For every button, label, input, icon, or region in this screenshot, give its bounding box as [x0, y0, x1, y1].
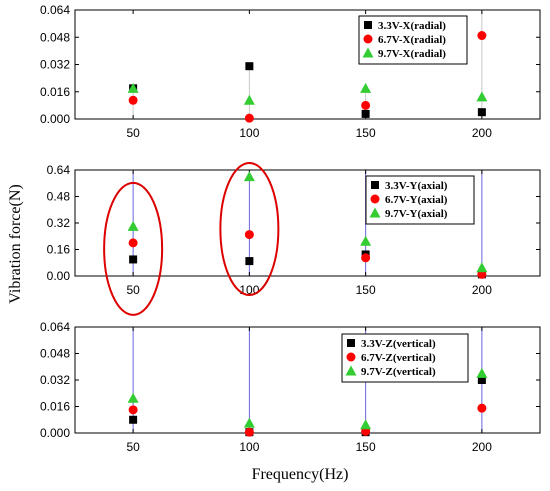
x-tick-label: 200	[472, 440, 492, 454]
x-tick-label: 150	[356, 283, 376, 297]
y-tick-label: 0.000	[40, 112, 70, 126]
y-tick-label: 0.32	[47, 216, 71, 230]
data-point-circle	[361, 253, 371, 263]
y-tick-label: 0.64	[47, 163, 71, 177]
y-tick-label: 0.016	[40, 400, 70, 414]
data-point-circle	[128, 95, 138, 105]
data-point-triangle	[476, 91, 488, 102]
y-tick-label: 0.048	[40, 347, 70, 361]
data-point-triangle	[127, 220, 139, 231]
y-tick-label: 0.064	[40, 3, 70, 17]
x-tick-label: 100	[239, 440, 259, 454]
y-tick-label: 0.16	[47, 243, 71, 257]
x-tick-label: 150	[356, 440, 376, 454]
plot-frame	[74, 9, 541, 120]
data-point-triangle	[360, 82, 372, 93]
legend-marker-circle	[370, 194, 380, 204]
legend-marker-triangle	[345, 365, 357, 376]
x-tick-label: 50	[126, 283, 140, 297]
data-point-square	[129, 255, 138, 264]
x-tick-label: 100	[239, 126, 259, 140]
x-tick-label: 50	[126, 126, 140, 140]
data-point-circle	[361, 100, 371, 110]
y-axis-label: Vibration force(N)	[7, 184, 24, 303]
data-point-square	[245, 257, 254, 266]
data-point-square	[361, 109, 370, 118]
chart-panel-1: 0.000 0.016 0.032 0.048 0.064 50 100 150 200 3.3V…	[40, 3, 541, 140]
y-tick-label: 0.064	[40, 320, 70, 334]
data-point-triangle	[360, 235, 372, 246]
legend-label: 3.3V-X(radial)	[378, 20, 446, 32]
data-point-circle	[128, 238, 138, 248]
data-point-triangle	[360, 419, 372, 430]
legend-marker-circle	[363, 34, 373, 44]
x-axis-label: Frequency(Hz)	[252, 466, 349, 483]
x-tick-label: 50	[126, 440, 140, 454]
data-point-triangle	[127, 82, 139, 93]
chart-panel-3: 0.000 0.016 0.032 0.048 0.064 50 100 150 200 3.3V…	[40, 320, 541, 454]
legend-marker-triangle	[362, 47, 374, 58]
data-point-circle	[244, 230, 254, 240]
y-tick-label: 0.000	[40, 426, 70, 440]
legend-label: 9.7V-Z(vertical)	[361, 366, 436, 378]
data-point-circle	[477, 403, 487, 413]
y-tick-label: 0.48	[47, 190, 71, 204]
legend-label: 6.7V-X(radial)	[378, 34, 446, 46]
data-point-square	[129, 415, 138, 424]
y-tick-label: 0.016	[40, 85, 70, 99]
legend-label: 3.3V-Y(axial)	[385, 180, 448, 192]
legend-label: 6.7V-Y(axial)	[385, 194, 448, 206]
data-point-triangle	[243, 94, 255, 105]
legend-marker-triangle	[369, 207, 381, 218]
y-tick-label: 0.048	[40, 30, 70, 44]
data-point-circle	[244, 113, 254, 123]
legend-label: 9.7V-Y(axial)	[385, 208, 448, 220]
legend-marker-circle	[346, 352, 356, 362]
legend-marker-square	[347, 339, 355, 347]
highlight-ellipse	[219, 162, 280, 296]
data-point-triangle	[243, 171, 255, 182]
legend-marker-square	[371, 181, 379, 189]
legend-box	[358, 15, 468, 65]
data-point-square	[477, 108, 486, 117]
data-point-triangle	[243, 417, 255, 428]
x-tick-label: 200	[472, 283, 492, 297]
data-point-triangle	[476, 367, 488, 378]
x-tick-label: 200	[472, 126, 492, 140]
legend-marker-square	[364, 21, 372, 29]
plot-frame	[74, 326, 541, 434]
data-point-circle	[477, 31, 487, 41]
y-tick-label: 0.032	[40, 373, 70, 387]
data-point-circle	[128, 405, 138, 415]
highlight-ellipse	[103, 181, 164, 316]
legend-box	[341, 333, 469, 383]
data-point-triangle	[127, 392, 139, 403]
legend-label: 6.7V-Z(vertical)	[361, 352, 436, 364]
data-point-square	[477, 376, 486, 384]
y-tick-label: 0.00	[47, 269, 71, 283]
legend-label: 9.7V-X(radial)	[378, 48, 446, 60]
data-point-circle	[244, 427, 254, 437]
legend-box	[365, 175, 475, 225]
legend-label: 3.3V-Z(vertical)	[361, 338, 436, 350]
data-point-square	[245, 62, 254, 71]
y-tick-label: 0.032	[40, 58, 70, 72]
data-point-triangle	[476, 262, 488, 273]
x-tick-label: 150	[356, 126, 376, 140]
